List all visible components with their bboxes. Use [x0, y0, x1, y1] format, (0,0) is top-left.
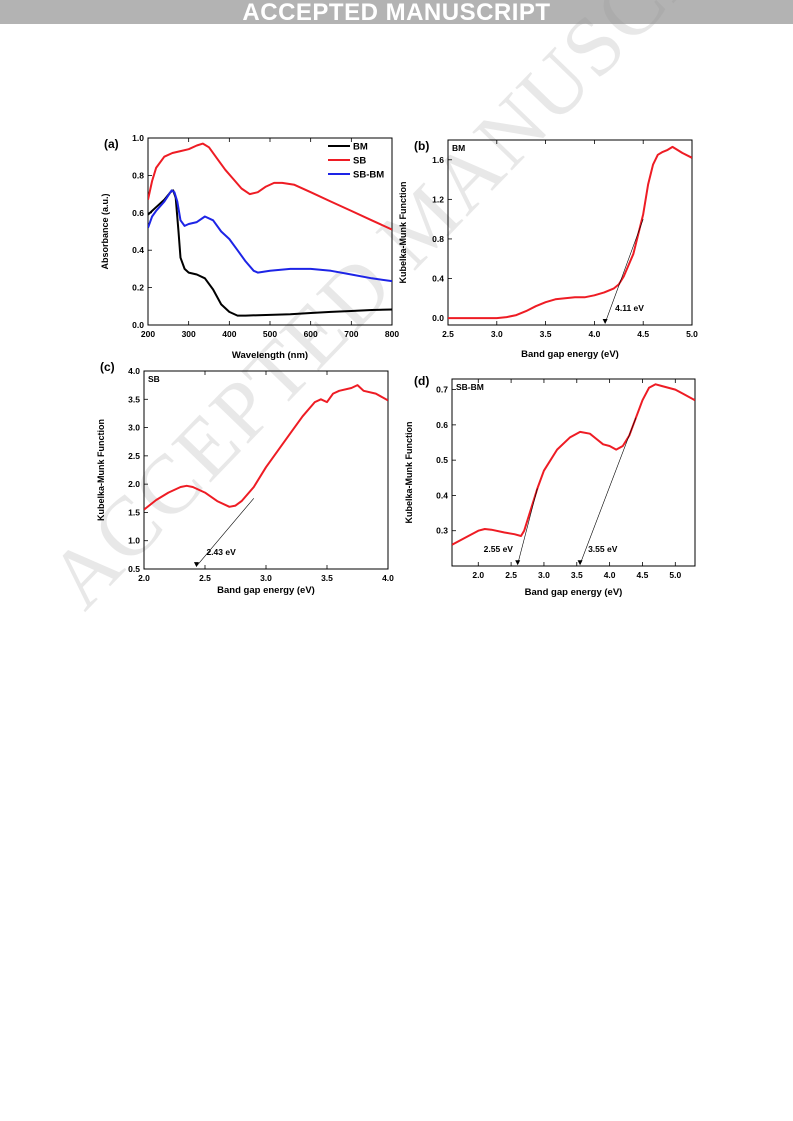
panel-b-x-axis-label: Band gap energy (eV) — [521, 349, 619, 360]
panel-c-y-axis-label: Kubelka-Munk Function — [96, 419, 106, 521]
panel-b-letter: (b) — [414, 139, 429, 153]
panel-d-sample-label: SB-BM — [456, 382, 484, 392]
panel-c-ytick-label: 1.0 — [128, 536, 140, 546]
panel-b-ytick-label: 0.4 — [432, 274, 444, 284]
panel-a-ytick-label: 0.2 — [132, 283, 144, 293]
panel-a-ytick-label: 0.6 — [132, 208, 144, 218]
panel-c-tangent-line — [196, 498, 255, 567]
panel-d-chart: 2.0 2.5 3.0 3.5 4.0 4.5 5.0 0.3 0.4 0.5 0.6 0.7 Band… — [404, 374, 696, 598]
panel-c-chart: 2.0 2.5 3.0 3.5 4.0 0.5 1.0 1.5 2.0 2.5 3.0 3.5 4.0 B… — [96, 360, 394, 596]
panel-c-ytick-label: 0.5 — [128, 564, 140, 574]
panel-d-series-group — [452, 383, 695, 565]
panel-d-xtick-label: 2.5 — [505, 570, 517, 580]
panel-d-y-axis-label: Kubelka-Munk Function — [404, 422, 414, 524]
panel-a-y-axis-label: Absorbance (a.u.) — [100, 193, 110, 269]
panel-b-tangent-line — [604, 219, 644, 324]
legend-label-sb: SB — [353, 156, 366, 167]
panel-d-letter: (d) — [414, 374, 429, 388]
panel-b-ytick-label: 1.6 — [432, 155, 444, 165]
panel-a-ytick-label: 0.8 — [132, 170, 144, 180]
panel-d-ytick-label: 0.6 — [436, 420, 448, 430]
panel-b-ytick-label: 0.0 — [432, 313, 444, 323]
panel-d-tangent-arrow — [515, 560, 521, 566]
legend-label-sb-bm: SB-BM — [353, 170, 384, 181]
panel-c-ytick-label: 4.0 — [128, 366, 140, 376]
panel-d-annotation: 2.55 eV — [484, 544, 514, 554]
panel-c-xtick-label: 2.0 — [138, 573, 150, 583]
panel-d-tangent-line — [517, 488, 538, 565]
panel-d-ytick-label: 0.7 — [436, 385, 448, 395]
panel-c-ytick-label: 2.0 — [128, 479, 140, 489]
panel-b-sample-label: BM — [452, 143, 465, 153]
panel-c-x-axis-label: Band gap energy (eV) — [217, 585, 315, 596]
panel-d-xtick-label: 4.0 — [604, 570, 616, 580]
panel-b-xtick-label: 4.5 — [637, 329, 649, 339]
panel-c-series-kubelka-munk-line — [144, 384, 388, 511]
panel-c-series-group — [144, 384, 388, 567]
panel-c-letter: (c) — [100, 360, 115, 374]
panel-c-xtick-label: 3.0 — [260, 573, 272, 583]
panel-c-xtick-label: 4.0 — [382, 573, 394, 583]
panel-c-annotation: 2.43 eV — [206, 547, 236, 557]
panel-d-plot-frame — [451, 378, 696, 567]
panel-d-ytick-label: 0.5 — [436, 455, 448, 465]
panel-d-ytick-label: 0.3 — [436, 526, 448, 536]
panel-a-ytick-label: 0.0 — [132, 320, 144, 330]
panel-b-xtick-label: 3.0 — [491, 329, 503, 339]
panel-b-series-group — [448, 145, 692, 324]
panel-d-x-axis-label: Band gap energy (eV) — [525, 587, 623, 598]
panel-d-series-kubelka-munk-line — [452, 383, 695, 546]
panel-b-tangent-arrow — [602, 319, 608, 325]
panel-d-ytick-label: 0.4 — [436, 490, 448, 500]
panel-a-xtick-label: 600 — [304, 329, 318, 339]
panel-a-xtick-label: 200 — [141, 329, 155, 339]
panel-b-series-kubelka-munk-line — [448, 145, 692, 320]
panel-a-letter: (a) — [104, 137, 119, 151]
panel-a-xtick-label: 800 — [385, 329, 399, 339]
accepted-manuscript-banner: ACCEPTED MANUSCRIPT — [0, 0, 793, 25]
panel-a-series-sb-line — [148, 142, 392, 231]
panel-d-xtick-label: 2.0 — [472, 570, 484, 580]
panel-a-legend: BM SB SB-BM — [328, 142, 384, 181]
panel-a-series-group — [148, 142, 392, 317]
panel-a-xtick-label: 700 — [344, 329, 358, 339]
panel-b-xtick-label: 5.0 — [686, 329, 698, 339]
panel-c-ytick-label: 3.0 — [128, 423, 140, 433]
panel-c-xtick-label: 2.5 — [199, 573, 211, 583]
panel-c-plot-frame — [143, 370, 389, 570]
panel-a-x-axis-label: Wavelength (nm) — [232, 350, 308, 361]
panel-b-ytick-label: 0.8 — [432, 234, 444, 244]
panel-b-xtick-label: 4.0 — [588, 329, 600, 339]
panel-b-xtick-label: 3.5 — [540, 329, 552, 339]
panel-b-annotation: 4.11 eV — [615, 303, 644, 313]
panel-a-series-bm-line — [148, 189, 392, 317]
panel-a-series-sb-bm-line — [148, 189, 392, 283]
panel-a-ytick-label: 1.0 — [132, 133, 144, 143]
panel-a-chart: 200 300 400 500 600 700 800 0.0 0.2 0.4 0.6 0.8 1.0 W… — [100, 133, 399, 361]
panel-a-xtick-label: 300 — [182, 329, 196, 339]
panel-c-sample-label: SB — [148, 374, 160, 384]
panel-a-xtick-label: 500 — [263, 329, 277, 339]
panel-d-tangent-arrow — [577, 560, 583, 566]
panel-b-xtick-label: 2.5 — [442, 329, 454, 339]
panel-b-y-axis-label: Kubelka-Munk Function — [398, 182, 408, 284]
panel-b-plot-frame — [447, 139, 693, 326]
panel-d-annotation: 3.55 eV — [588, 544, 618, 554]
panel-b-ytick-label: 1.2 — [432, 194, 444, 204]
panel-d-xtick-label: 5.0 — [669, 570, 681, 580]
panel-c-ytick-label: 3.5 — [128, 394, 140, 404]
panel-b-chart: 2.5 3.0 3.5 4.0 4.5 5.0 0.0 0.4 0.8 1.2 1.6 Band ga… — [398, 139, 698, 360]
panel-c-tangent-arrow — [193, 562, 199, 568]
panel-c-xtick-label: 3.5 — [321, 573, 333, 583]
legend-label-bm: BM — [353, 142, 368, 153]
panel-d-xtick-label: 3.5 — [571, 570, 583, 580]
panel-a-ytick-label: 0.4 — [132, 245, 144, 255]
panel-c-ytick-label: 1.5 — [128, 507, 140, 517]
panel-c-ytick-label: 2.5 — [128, 451, 140, 461]
panel-d-tangent-line — [579, 417, 637, 565]
panel-d-xtick-label: 4.5 — [637, 570, 649, 580]
panel-d-xtick-label: 3.0 — [538, 570, 550, 580]
panel-a-xtick-label: 400 — [222, 329, 236, 339]
